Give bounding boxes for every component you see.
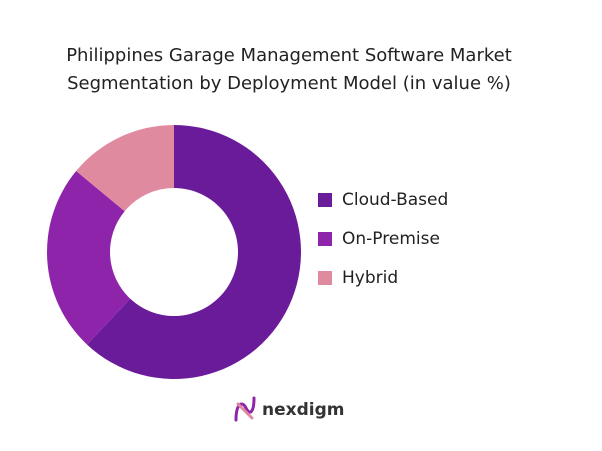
donut-segment: [87, 125, 301, 379]
donut-segment: [76, 125, 174, 212]
logo-text: nexdigm: [262, 400, 344, 420]
legend-swatch: [318, 271, 332, 285]
chart-title: Segmentation by Deployment Model (in val…: [67, 73, 511, 94]
chart-title: Philippines Garage Management Software M…: [66, 45, 512, 66]
legend-swatch: [318, 193, 332, 207]
legend-label: On-Premise: [342, 229, 440, 249]
legend-label: Cloud-Based: [342, 190, 448, 210]
legend-swatch: [318, 232, 332, 246]
logo-icon: [234, 396, 256, 422]
legend-label: Hybrid: [342, 268, 398, 288]
donut-segment: [46, 171, 131, 345]
